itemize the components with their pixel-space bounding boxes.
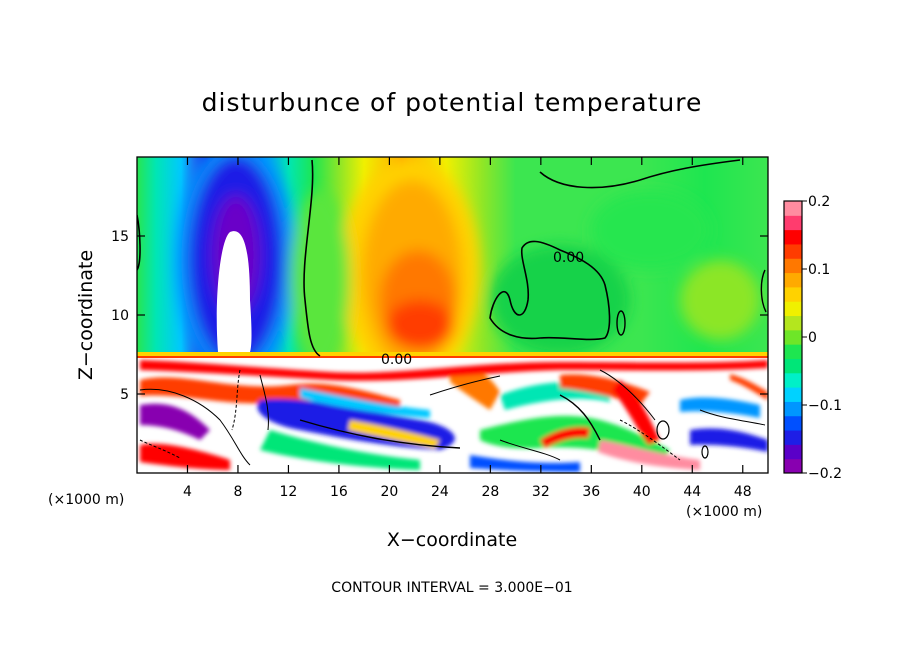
colorbar-tick-label: 0.1 [808, 262, 830, 278]
x-tick-label: 4 [183, 484, 192, 500]
colorbar-tick-label: −0.2 [808, 466, 842, 482]
colorbar-swatch [784, 315, 802, 331]
colorbar-swatch [784, 215, 802, 231]
contour-label: 0.00 [553, 250, 584, 266]
colorbar-swatch [784, 258, 802, 274]
x-tick-label: 48 [734, 484, 752, 500]
colorbar-swatch [784, 272, 802, 288]
contour-label: 0.00 [381, 352, 412, 368]
colorbar-swatch [784, 201, 802, 216]
y-tick-label: 15 [111, 229, 129, 245]
colorbar-swatch [784, 301, 802, 317]
heatmap-field [137, 157, 768, 473]
colorbar-swatch [784, 229, 802, 245]
colorbar-swatch [784, 444, 802, 460]
colorbar-tick-label: 0.2 [808, 194, 830, 210]
colorbar-swatch [784, 401, 802, 417]
colorbar-swatch [784, 286, 802, 302]
x-tick-label: 12 [280, 484, 298, 500]
colorbar-swatch [784, 387, 802, 402]
x-tick-label: 24 [431, 484, 449, 500]
contour-interval-note: CONTOUR INTERVAL = 3.000E−01 [331, 580, 572, 596]
y-tick-label: 5 [120, 387, 129, 403]
x-tick-label: 8 [233, 484, 242, 500]
colorbar-ticks: 0.2 0.1 0 −0.1 −0.2 [802, 194, 842, 482]
colorbar [784, 201, 802, 474]
x-tick-label: 32 [532, 484, 550, 500]
colorbar-swatch [784, 372, 802, 388]
colorbar-tick-label: 0 [808, 330, 817, 346]
x-tick-label: 44 [683, 484, 701, 500]
x-tick-label: 40 [633, 484, 651, 500]
colorbar-swatch [784, 430, 802, 445]
y-tick-label: 10 [111, 308, 129, 324]
x-tick-label: 36 [582, 484, 600, 500]
chart-title: disturbunce of potential temperature [202, 88, 703, 117]
x-unit-label-right: (×1000 m) [686, 504, 762, 520]
colorbar-swatch [784, 458, 802, 474]
colorbar-swatch [784, 344, 802, 359]
colorbar-swatch [784, 358, 802, 374]
x-tick-label: 16 [330, 484, 348, 500]
colorbar-swatch [784, 329, 802, 345]
x-tick-label: 20 [380, 484, 398, 500]
x-axis-label: X−coordinate [387, 529, 517, 551]
x-tick-label: 28 [481, 484, 499, 500]
y-axis: 5 10 15 [111, 229, 768, 403]
colorbar-tick-label: −0.1 [808, 398, 842, 414]
x-axis: 4 8 12 16 20 24 28 32 36 40 44 48 [183, 157, 752, 500]
colorbar-swatch [784, 243, 802, 259]
x-unit-label-left: (×1000 m) [48, 492, 124, 508]
colorbar-swatch [784, 415, 802, 431]
y-axis-label: Z−coordinate [75, 250, 97, 380]
